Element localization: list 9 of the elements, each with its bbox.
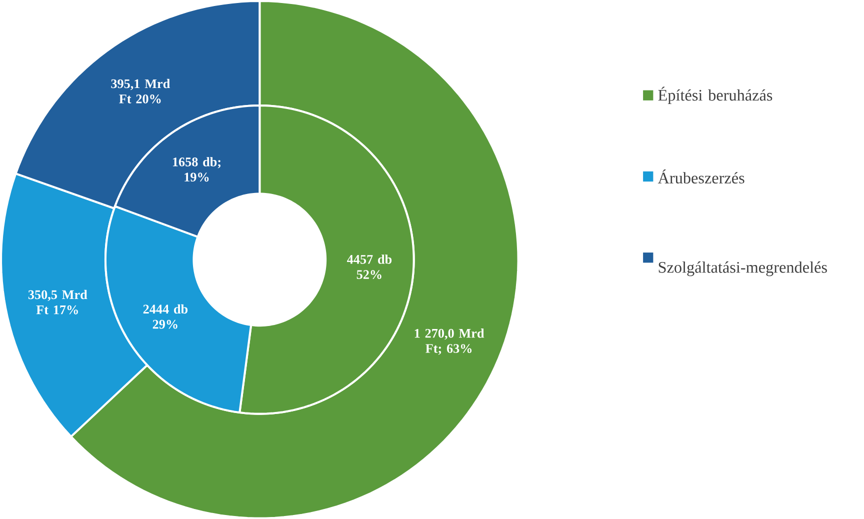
data-label: 395,1 Mrd Ft 20% [111,78,170,104]
data-label: 2444 db 29% [143,304,188,329]
data-label: 350,5 Mrd Ft 17% [28,290,88,314]
legend-label: Építési beruházás [658,86,772,104]
data-label: 4457 db 52% [347,254,392,279]
data-label: 1658 db; 19% [172,157,220,182]
data-label: 1 270,0 Mrd Ft; 63% [414,328,484,355]
legend-label: Árubeszerzés [658,169,744,184]
legend-label: Szolgáltatási-megrendelés [658,261,827,276]
